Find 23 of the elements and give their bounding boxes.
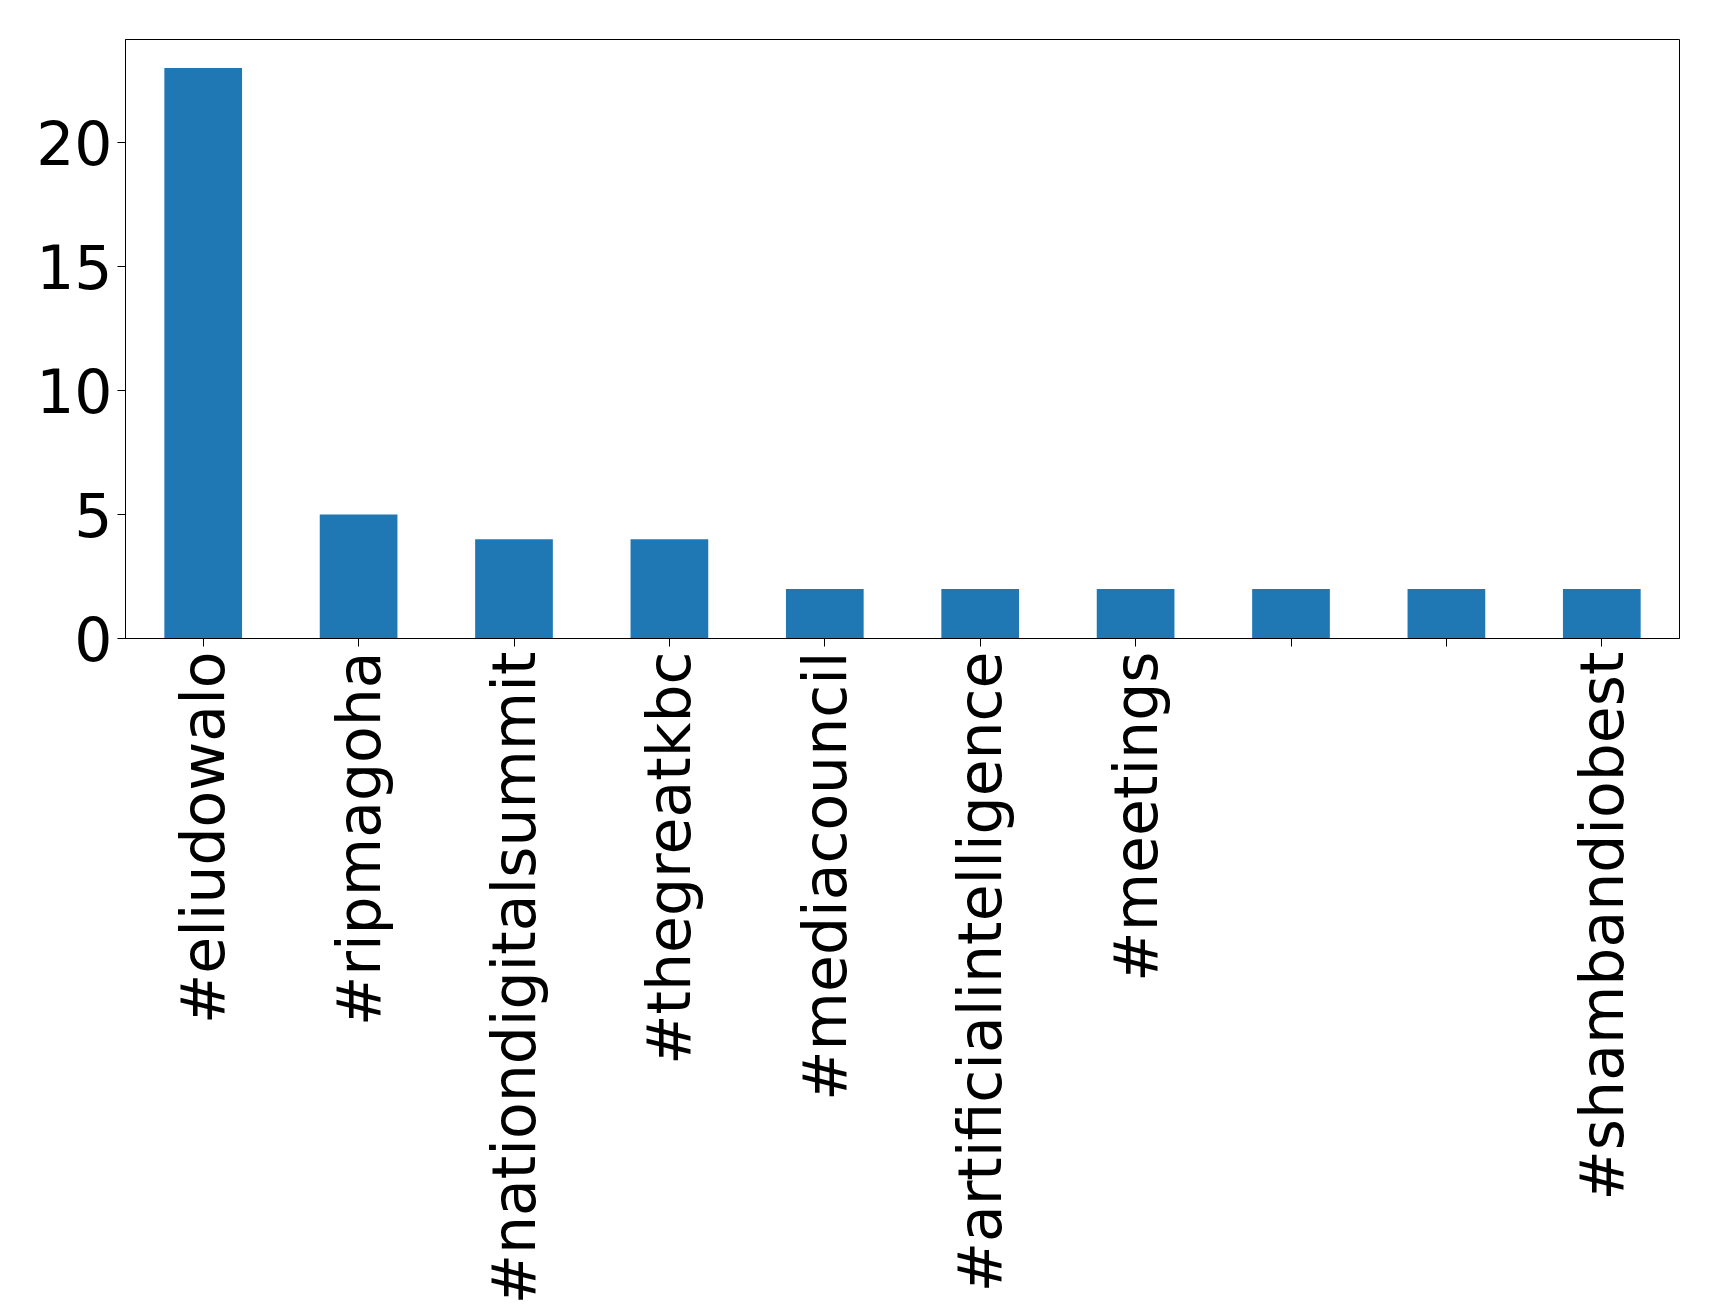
x-tick-label: #artificialintelligence — [945, 651, 1016, 1293]
bar — [1562, 588, 1641, 639]
x-tick-label: #thegreatkbc — [634, 651, 705, 1065]
bar — [630, 539, 709, 639]
bar — [319, 514, 398, 639]
bar — [785, 588, 864, 639]
y-tick-label: 5 — [74, 480, 113, 551]
x-tick-label: #nationdigitalsummit — [479, 651, 549, 1305]
bar — [164, 68, 243, 639]
bar — [941, 588, 1020, 639]
y-tick-label: 15 — [36, 232, 113, 303]
x-tick-label: #ripmagoha — [323, 651, 394, 1026]
bar — [475, 539, 553, 639]
y-tick-label: 20 — [36, 108, 113, 179]
x-tick-label: #mediacouncil — [789, 651, 860, 1101]
x-tick-label: #shambandiobest — [1566, 651, 1637, 1201]
y-tick-label: 0 — [74, 605, 113, 675]
y-tick-label: 10 — [36, 356, 113, 427]
x-tick-label: #eliudowalo — [168, 651, 239, 1025]
bar — [1096, 588, 1175, 639]
bar — [1252, 588, 1330, 639]
bar — [1407, 588, 1486, 639]
x-tick-label: #meetings — [1100, 651, 1171, 982]
